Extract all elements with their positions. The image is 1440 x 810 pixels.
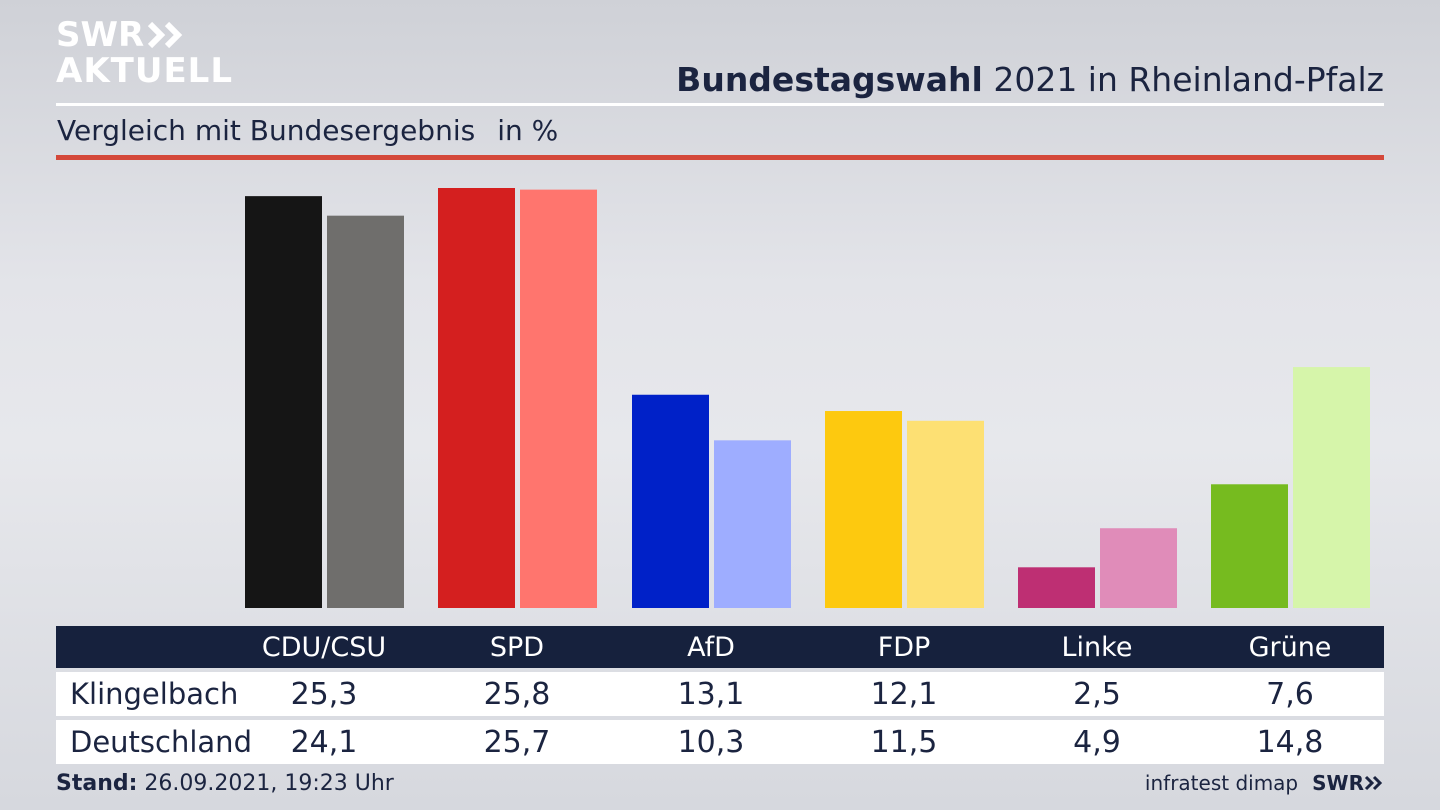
bar-klingelbach-afd	[632, 394, 709, 608]
value-label: 10,3	[677, 724, 745, 760]
bar-klingelbach-fdp	[825, 411, 902, 608]
bar-deutschland-afd	[714, 440, 791, 608]
stand-value: 26.09.2021, 19:23 Uhr	[144, 771, 394, 796]
category-label: AfD	[687, 631, 735, 663]
source-text: infratest dimap	[1144, 771, 1299, 795]
row-label: Deutschland	[70, 725, 252, 759]
value-label: 13,1	[677, 676, 745, 712]
value-label: 11,5	[870, 724, 938, 760]
value-label: 4,9	[1073, 724, 1121, 760]
logo-swr-text: SWR	[56, 15, 145, 55]
table-row: Deutschland 24,1 25,7 10,3 11,5 4,9 14,8	[56, 720, 1384, 764]
subtitle-text: Vergleich mit Bundesergebnis	[57, 114, 476, 147]
swr-chevrons-icon	[1364, 775, 1383, 791]
category-label: SPD	[489, 631, 545, 663]
swr-brand-text: SWR	[1312, 771, 1364, 795]
logo-aktuell-text: AKTUELL	[56, 51, 234, 91]
page-title: Bundestagswahl 2021 in Rheinland-Pfalz	[676, 60, 1384, 99]
bar-deutschland-fdp	[907, 420, 984, 608]
bar-deutschland-gr-ne	[1293, 367, 1370, 608]
title-bold: Bundestagswahl	[676, 60, 983, 99]
swr-aktuell-logo: SWR AKTUELL	[56, 18, 233, 88]
stand-label: Stand:	[56, 771, 138, 796]
results-table: CDU/CSU SPD AfD FDP Linke Grüne Klingelbach 2…	[56, 626, 1384, 764]
value-label: 14,8	[1256, 724, 1324, 760]
bar-deutschland-linke	[1100, 528, 1177, 608]
bar-klingelbach-linke	[1018, 567, 1095, 608]
value-label: 25,8	[483, 676, 551, 712]
timestamp: Stand: 26.09.2021, 19:23 Uhr	[56, 771, 394, 796]
category-label: Grüne	[1248, 631, 1332, 663]
subtitle-divider	[56, 155, 1384, 160]
title-divider	[56, 103, 1384, 106]
category-label: FDP	[877, 631, 931, 663]
title-rest: 2021 in Rheinland-Pfalz	[993, 60, 1384, 99]
value-label: 25,7	[483, 724, 551, 760]
logo-chevrons-icon	[148, 21, 183, 49]
value-label: 24,1	[290, 724, 358, 760]
value-label: 2,5	[1073, 676, 1121, 712]
chart-subtitle: Vergleich mit Bundesergebnis in %	[57, 114, 558, 147]
value-label: 12,1	[870, 676, 938, 712]
bar-klingelbach-cdu-csu	[245, 196, 322, 609]
table-row: Klingelbach 25,3 25,8 13,1 12,1 2,5 7,6	[56, 672, 1384, 716]
table-header-row: CDU/CSU SPD AfD FDP Linke Grüne	[56, 626, 1384, 668]
category-label: Linke	[1061, 631, 1133, 663]
bar-klingelbach-gr-ne	[1211, 484, 1288, 608]
bar-deutschland-spd	[520, 189, 597, 608]
category-label: CDU/CSU	[261, 631, 387, 663]
source-credit: infratest dimap SWR	[1145, 771, 1384, 795]
bar-klingelbach-spd	[438, 188, 515, 608]
unit-label: in %	[497, 114, 559, 147]
value-label: 25,3	[290, 676, 358, 712]
bar-deutschland-cdu-csu	[327, 215, 404, 608]
row-label: Klingelbach	[70, 677, 239, 711]
swr-brand: SWR	[1312, 771, 1384, 795]
value-label: 7,6	[1266, 676, 1314, 712]
